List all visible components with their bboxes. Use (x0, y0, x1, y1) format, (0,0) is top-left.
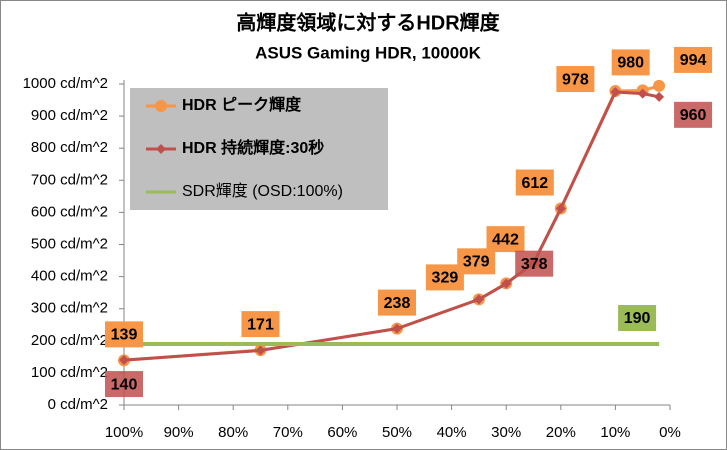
x-tick-label: 20% (546, 424, 576, 441)
y-tick-label: 1000 cd/m^2 (23, 75, 108, 92)
x-tick-label: 30% (491, 424, 521, 441)
data-label-box (674, 46, 713, 73)
data-label-box (457, 248, 496, 275)
legend-label: HDR ピーク輝度 (182, 95, 302, 114)
point (555, 203, 566, 214)
point (255, 345, 266, 356)
data-label-box (486, 226, 525, 253)
legend-marker (156, 144, 166, 154)
point (119, 355, 129, 366)
y-tick-label: 100 cd/m^2 (31, 364, 108, 381)
y-tick-label: 500 cd/m^2 (31, 235, 108, 252)
point (637, 88, 648, 99)
x-tick-label: 100% (105, 424, 143, 441)
data-label-box (241, 311, 280, 338)
legend-label: HDR 持続輝度:30秒 (182, 138, 324, 157)
point (610, 87, 621, 98)
data-label-box (378, 289, 416, 316)
y-tick-label: 600 cd/m^2 (31, 203, 108, 220)
data-label: 238 (384, 295, 411, 312)
y-tick-label: 900 cd/m^2 (31, 107, 108, 124)
data-label-box (515, 250, 554, 277)
data-label: 140 (111, 376, 138, 393)
point (392, 323, 402, 334)
x-tick-label: 90% (164, 424, 194, 441)
chart-title: 高輝度領域に対するHDR輝度 (236, 10, 500, 34)
data-label-box (618, 305, 657, 332)
data-label-box (556, 66, 595, 93)
point (654, 91, 665, 102)
x-tick-label: 40% (437, 424, 467, 441)
data-label: 994 (680, 52, 707, 69)
y-tick-label: 300 cd/m^2 (31, 300, 108, 317)
data-label-box (611, 49, 650, 76)
x-tick-label: 50% (382, 424, 412, 441)
data-label-box (105, 321, 143, 348)
data-label: 190 (624, 310, 651, 327)
data-label: 442 (492, 231, 519, 248)
data-label: 329 (432, 270, 459, 287)
chart-subtitle: ASUS Gaming HDR, 10000K (255, 43, 482, 62)
data-label: 980 (617, 55, 644, 72)
data-label: 978 (562, 71, 589, 88)
y-tick-label: 400 cd/m^2 (31, 268, 108, 285)
x-tick-label: 70% (273, 424, 303, 441)
x-tick-label: 10% (600, 424, 630, 441)
data-label: 378 (521, 256, 548, 273)
y-tick-label: 0 cd/m^2 (48, 396, 108, 413)
data-label-box (515, 169, 554, 196)
data-label: 960 (680, 107, 707, 124)
y-tick-label: 800 cd/m^2 (31, 139, 108, 156)
y-tick-label: 200 cd/m^2 (31, 332, 108, 349)
data-label: 171 (247, 316, 274, 333)
legend-marker (155, 100, 167, 112)
x-tick-label: 60% (327, 424, 357, 441)
data-label-box (105, 371, 143, 398)
data-label-box (674, 101, 713, 128)
point (653, 79, 666, 92)
x-tick-label: 0% (659, 424, 681, 441)
y-tick-label: 700 cd/m^2 (31, 171, 108, 188)
point (473, 294, 484, 305)
data-label: 612 (521, 175, 548, 192)
x-tick-label: 80% (218, 424, 248, 441)
data-label: 379 (463, 254, 490, 271)
legend-label: SDR輝度 (OSD:100%) (182, 182, 343, 200)
data-label: 139 (111, 327, 138, 344)
point (501, 278, 512, 289)
